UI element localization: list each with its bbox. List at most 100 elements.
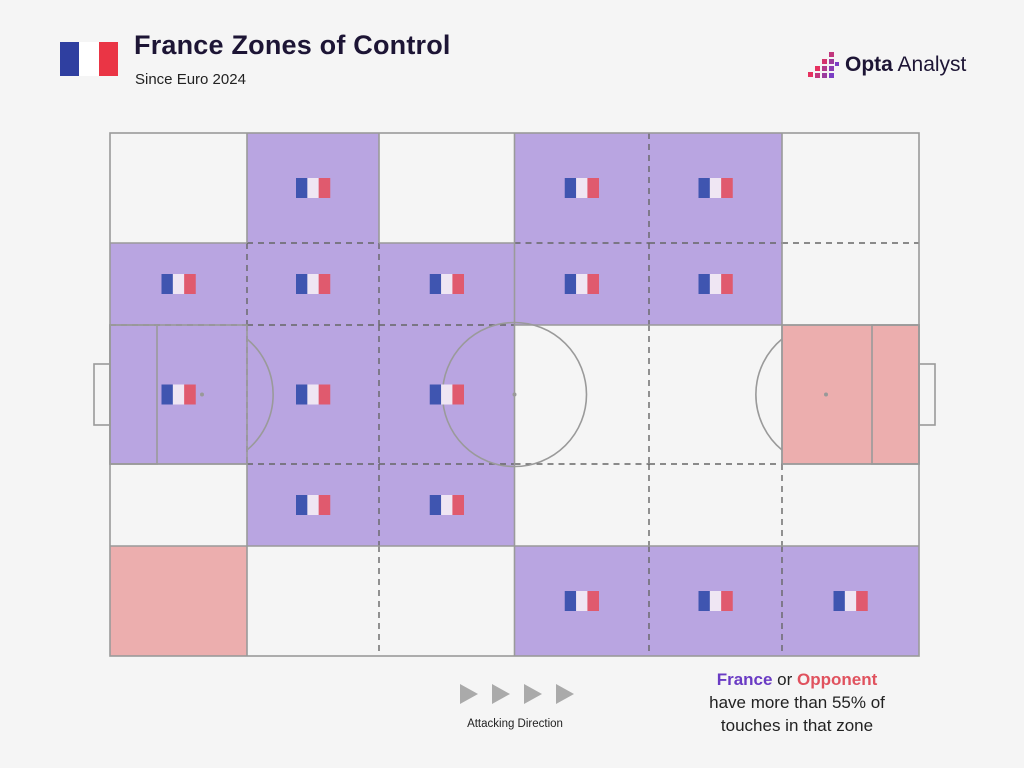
mini-flag-stripe xyxy=(844,591,857,611)
logo-text-light: Analyst xyxy=(892,53,967,76)
right-penalty-spot xyxy=(824,392,828,397)
zone-dividers xyxy=(110,133,919,656)
mini-flag-stripe xyxy=(161,274,174,294)
mini-flag-stripe xyxy=(318,274,331,294)
mini-flag-stripe xyxy=(318,384,331,405)
left-penalty-arc xyxy=(246,338,274,451)
mini-flag-stripe xyxy=(721,274,733,294)
mini-flag-stripe xyxy=(698,274,711,294)
zone-cell-r3-c5 xyxy=(782,464,919,546)
mini-flag-stripe xyxy=(184,384,196,405)
arrow-2-icon xyxy=(492,684,510,704)
zone-flag-icon-r4-c3 xyxy=(564,591,600,611)
mini-flag-stripe xyxy=(318,495,331,515)
mini-flag-stripe xyxy=(452,495,465,515)
zone-flag-icon-r4-c5 xyxy=(833,591,868,611)
zone-grid-solid xyxy=(110,133,919,656)
zone-flag-icon-r0-c1 xyxy=(296,178,331,198)
attacking-direction-arrows xyxy=(460,684,574,704)
zone-flag-icon-r1-c3 xyxy=(564,274,600,294)
legend-france: France xyxy=(716,670,773,689)
mini-flag-stripe xyxy=(441,384,453,405)
zone-flag-icon-r2-c1 xyxy=(296,384,331,405)
logo-text: Opta Analyst xyxy=(845,53,966,77)
zone-cell-r2-c3 xyxy=(514,325,649,464)
zone-cell-r3-c4 xyxy=(649,464,782,546)
legend-line-3: touches in that zone xyxy=(720,716,874,735)
arrow-4-icon xyxy=(556,684,574,704)
legend-line-1: France or Opponent xyxy=(672,668,922,691)
mini-flag-stripe xyxy=(172,274,185,294)
mini-flag-stripe xyxy=(576,178,588,198)
zone-flag-icon-r3-c1 xyxy=(296,495,331,515)
mini-flag-stripe xyxy=(452,274,465,294)
centre-spot xyxy=(512,392,517,397)
right-penalty-arc xyxy=(755,338,783,451)
mini-flag-stripe xyxy=(429,495,442,515)
mini-flag-stripe xyxy=(698,591,711,611)
zone-flags xyxy=(161,178,868,611)
mini-flag-stripe xyxy=(698,178,711,198)
zone-flag-icon-r1-c2 xyxy=(429,274,465,294)
mini-flag-stripe xyxy=(576,591,588,611)
mini-flag-stripe xyxy=(721,178,733,198)
flag-stripe-red xyxy=(98,42,118,76)
chart-subtitle: Since Euro 2024 xyxy=(135,71,246,88)
mini-flag-stripe xyxy=(296,178,308,198)
mini-flag-stripe xyxy=(307,384,319,405)
mini-flag-stripe xyxy=(564,591,577,611)
mini-flag-stripe xyxy=(576,274,588,294)
mini-flag-stripe xyxy=(296,384,308,405)
mini-flag-stripe xyxy=(587,274,600,294)
mini-flag-stripe xyxy=(429,384,442,405)
france-flag-icon xyxy=(60,42,118,76)
arrow-1-icon xyxy=(460,684,478,704)
mini-flag-stripe xyxy=(318,178,331,198)
arrow-3-icon xyxy=(524,684,542,704)
mini-flag-stripe xyxy=(441,495,453,515)
zone-cell-r3-c0 xyxy=(110,464,247,546)
mini-flag-stripe xyxy=(709,591,722,611)
zone-flag-icon-r1-c4 xyxy=(698,274,733,294)
zone-flag-icon-r0-c4 xyxy=(698,178,733,198)
zone-cell-r2-c5 xyxy=(782,325,919,464)
opta-logo-icon xyxy=(808,52,839,78)
mini-flag-stripe xyxy=(452,384,465,405)
left-goal xyxy=(93,363,111,426)
mini-flag-stripe xyxy=(833,591,846,611)
zone-flag-icon-r2-c0 xyxy=(161,384,196,405)
pitch-spots xyxy=(200,392,828,397)
mini-flag-stripe xyxy=(296,274,308,294)
zone-flag-icon-r2-c2 xyxy=(429,384,465,405)
mini-flag-stripe xyxy=(184,274,196,294)
mini-flag-stripe xyxy=(441,274,453,294)
mini-flag-stripe xyxy=(429,274,442,294)
zone-cell-r1-c5 xyxy=(782,243,919,325)
mini-flag-stripe xyxy=(709,178,722,198)
mini-flag-stripe xyxy=(307,178,319,198)
mini-flag-stripe xyxy=(709,274,722,294)
mini-flag-stripe xyxy=(172,384,185,405)
zone-cell-r2-c4 xyxy=(649,325,782,464)
chart-title: France Zones of Control xyxy=(134,30,451,60)
attacking-direction-label: Attacking Direction xyxy=(467,718,563,730)
left-penalty-spot xyxy=(200,392,204,397)
flag-stripe-white xyxy=(79,42,99,76)
zone-cell-r3-c3 xyxy=(514,464,649,546)
flag-stripe-blue xyxy=(60,42,80,76)
zone-flag-icon-r0-c3 xyxy=(564,178,600,198)
mini-flag-stripe xyxy=(856,591,868,611)
mini-flag-stripe xyxy=(161,384,174,405)
mini-flag-stripe xyxy=(307,495,319,515)
legend-line-2: have more than 55% of xyxy=(709,693,885,712)
zone-flag-icon-r4-c4 xyxy=(698,591,733,611)
zone-cell-r4-c0 xyxy=(110,546,247,656)
legend: France or Opponent have more than 55% of… xyxy=(672,668,922,737)
zone-cell-r0-c5 xyxy=(782,133,919,243)
mini-flag-stripe xyxy=(721,591,733,611)
legend-or: or xyxy=(772,670,798,689)
mini-flag-stripe xyxy=(296,495,308,515)
zone-cell-r4-c2 xyxy=(379,546,515,656)
zone-cell-r0-c0 xyxy=(110,133,247,243)
